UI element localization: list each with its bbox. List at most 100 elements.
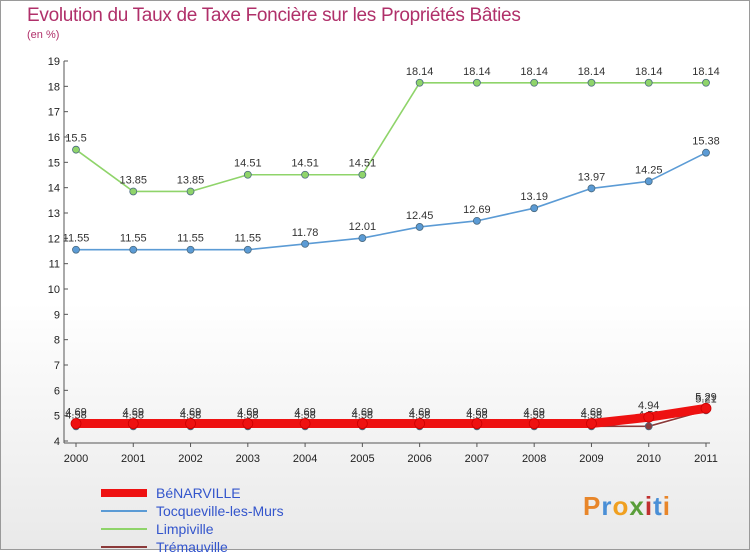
unit-label: (en %) xyxy=(27,29,60,41)
data-point xyxy=(530,204,539,213)
data-label: 12.69 xyxy=(463,204,491,216)
y-tick-label: 12 xyxy=(48,233,60,245)
x-tick-label: 2003 xyxy=(236,453,260,465)
y-tick-label: 8 xyxy=(54,335,60,347)
data-point xyxy=(356,418,368,429)
series-line xyxy=(76,403,707,429)
data-point xyxy=(415,223,424,231)
data-label: 14.25 xyxy=(635,164,663,176)
y-tick-label: 5 xyxy=(54,411,60,423)
data-point xyxy=(644,422,653,431)
data-point xyxy=(473,78,481,87)
data-label: 4.69 xyxy=(65,407,86,419)
x-tick-label: 2004 xyxy=(293,453,317,465)
data-point xyxy=(700,402,712,414)
data-point xyxy=(301,170,309,179)
data-point xyxy=(127,418,139,429)
logo-letter: r xyxy=(601,491,613,521)
data-point xyxy=(129,245,138,254)
data-point xyxy=(358,234,367,242)
data-point xyxy=(299,418,311,429)
logo-letter: i xyxy=(644,491,654,521)
data-label: 11.78 xyxy=(292,227,319,239)
y-tick-label: 7 xyxy=(54,360,60,372)
data-label: 4.69 xyxy=(294,407,315,419)
data-label: 15.5 xyxy=(65,133,86,145)
data-point xyxy=(586,418,597,429)
legend-label-tremauville: Trémauville xyxy=(156,539,228,555)
data-label: 12.01 xyxy=(349,221,377,233)
data-label: 4.58 xyxy=(294,409,315,421)
y-tick-label: 11 xyxy=(49,259,60,271)
data-point xyxy=(301,240,309,248)
data-point xyxy=(530,78,539,87)
data-label: 4.69 xyxy=(581,407,602,419)
data-label: 13.97 xyxy=(578,171,606,183)
x-tick-label: 2002 xyxy=(178,453,202,465)
y-tick-label: 6 xyxy=(54,385,60,397)
data-label: 14.51 xyxy=(291,158,319,170)
data-label: 4.94 xyxy=(638,400,659,412)
data-label: 13.85 xyxy=(177,174,205,186)
data-label: 13.85 xyxy=(120,174,148,186)
data-point xyxy=(72,245,80,254)
y-tick-label: 17 xyxy=(48,107,60,119)
series-line-halo xyxy=(76,150,707,252)
logo-letter: P xyxy=(583,491,602,521)
data-point xyxy=(415,78,424,87)
data-label: 11.55 xyxy=(177,233,204,245)
data-label: 4.69 xyxy=(466,407,487,419)
data-label: 18.14 xyxy=(463,66,491,78)
data-point xyxy=(473,216,481,225)
data-point xyxy=(644,177,653,186)
data-label: 4.69 xyxy=(523,407,544,419)
data-label: 5.29 xyxy=(695,391,716,403)
legend-swatch-tocqueville xyxy=(101,510,147,512)
data-label: 15.38 xyxy=(692,136,720,148)
y-tick-label: 14 xyxy=(48,183,60,195)
x-tick-label: 2000 xyxy=(64,453,88,465)
data-label: 18.14 xyxy=(520,66,548,78)
y-tick-label: 13 xyxy=(48,208,60,220)
data-label: 5.21 xyxy=(695,393,716,405)
legend-label-tocqueville: Tocqueville-les-Murs xyxy=(156,503,284,519)
y-tick-label: 19 xyxy=(48,56,60,68)
x-tick-label: 2006 xyxy=(407,453,431,465)
y-tick-label: 18 xyxy=(48,81,60,93)
data-label: 18.14 xyxy=(406,66,434,78)
data-label: 4.58 xyxy=(180,409,201,421)
y-tick-label: 16 xyxy=(48,132,60,144)
data-label: 14.51 xyxy=(234,158,262,170)
data-label: 4.69 xyxy=(123,407,144,419)
data-label: 18.14 xyxy=(692,66,720,78)
data-label: 4.58 xyxy=(123,409,144,421)
x-tick-label: 2009 xyxy=(579,453,603,465)
data-label: 4.58 xyxy=(409,409,430,421)
legend-swatch-limpiville xyxy=(101,528,147,530)
data-point xyxy=(243,170,252,179)
data-label: 4.69 xyxy=(237,407,258,419)
data-label: 11.55 xyxy=(120,233,147,245)
series-line xyxy=(75,81,706,193)
y-tick-label: 9 xyxy=(54,309,60,321)
data-point xyxy=(471,418,483,429)
data-point xyxy=(70,418,82,429)
line-chart: 4 5 6 7 8 9 10 11 12 13 14 15 16 17 18 19 2000 2001 2002 20… xyxy=(48,56,720,465)
data-point xyxy=(528,418,540,429)
data-label: 4.69 xyxy=(352,407,373,419)
data-label: 18.14 xyxy=(578,66,606,78)
legend-label-limpiville: Limpiville xyxy=(156,521,214,537)
x-tick-label: 2001 xyxy=(121,453,145,465)
data-label: 14.51 xyxy=(349,158,377,170)
data-label: 13.19 xyxy=(520,191,548,203)
data-point xyxy=(702,78,710,87)
data-point xyxy=(129,187,138,196)
data-label: 4.58 xyxy=(65,409,86,421)
proxiti-logo: Proxiti xyxy=(583,491,671,522)
data-label: 4.58 xyxy=(581,409,602,421)
x-tick-label: 2007 xyxy=(465,453,489,465)
data-point xyxy=(72,145,80,154)
y-tick-label: 10 xyxy=(48,284,60,296)
x-tick-label: 2005 xyxy=(350,453,374,465)
